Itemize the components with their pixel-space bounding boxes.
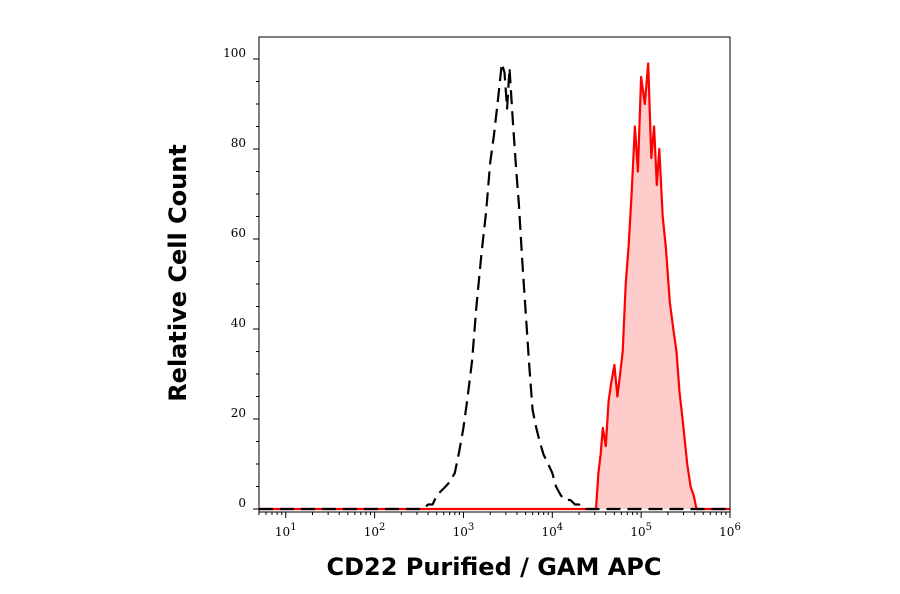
y-tick-label: 100 xyxy=(223,46,246,60)
x-tick-label: 103 xyxy=(453,522,475,539)
y-tick-label: 60 xyxy=(231,226,246,240)
y-axis-title: Relative Cell Count xyxy=(164,144,192,402)
y-tick-label: 20 xyxy=(231,406,246,420)
y-tick-label: 0 xyxy=(238,496,246,510)
x-tick-label: 102 xyxy=(364,522,386,539)
y-tick-label: 80 xyxy=(231,136,246,150)
y-tick-label: 40 xyxy=(231,316,246,330)
plot-frame xyxy=(258,36,731,513)
axes: 0 20 40 60 80 100 101 102 103 104 105 106 xyxy=(223,46,741,539)
series-0-line xyxy=(259,62,730,511)
x-tick-label: 101 xyxy=(275,522,297,539)
x-tick-label: 104 xyxy=(541,522,563,539)
x-tick-label: 105 xyxy=(630,522,652,539)
series-1-line xyxy=(259,62,730,511)
x-tick-label: 106 xyxy=(719,522,741,539)
series-1-area xyxy=(259,63,730,509)
x-axis-title: CD22 Purified / GAM APC xyxy=(326,553,661,581)
plot-area xyxy=(259,62,730,511)
